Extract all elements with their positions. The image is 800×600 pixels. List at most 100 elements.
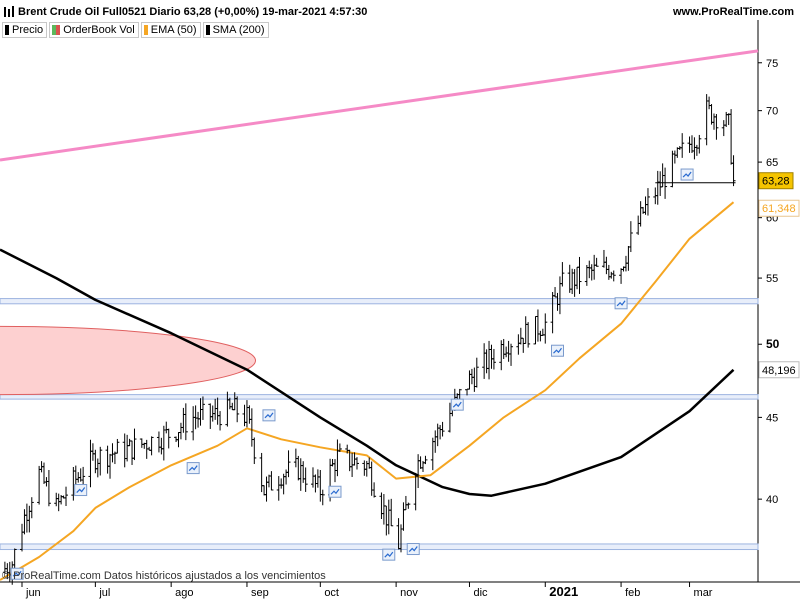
price-bar [191, 406, 196, 441]
price-bar [584, 264, 589, 286]
price-bar [262, 485, 267, 496]
price-bar [636, 215, 641, 235]
price-bar [729, 109, 734, 165]
price-bar [526, 322, 531, 348]
price-bar [132, 428, 137, 461]
pattern-marker-icon [74, 484, 88, 497]
legend-item-ema[interactable]: EMA (50) [140, 22, 201, 38]
price-bar [330, 459, 335, 467]
price-bar [320, 489, 325, 506]
price-bar [181, 407, 186, 433]
price-bar [90, 443, 95, 461]
footer-text: © ProRealTime.com Datos históricos ajust… [2, 570, 326, 582]
price-bar [29, 497, 34, 519]
header-bar: Brent Crude Oil Full0521 Diario 63,28 (+… [0, 0, 800, 22]
x-tick-label: feb [625, 587, 640, 599]
price-bar [416, 454, 421, 489]
legend-label: Precio [12, 24, 44, 36]
price-bar [110, 443, 115, 463]
last-price-label: 63,28 [762, 176, 790, 188]
legend-item-sma[interactable]: SMA (200) [202, 22, 269, 38]
sma-last-badge [758, 361, 800, 379]
price-bar [98, 446, 103, 476]
pattern-marker-icon [10, 567, 24, 580]
price-bar [509, 343, 514, 366]
price-bar [469, 368, 474, 385]
y-tick-label: 50 [766, 337, 780, 351]
price-bar [707, 96, 712, 110]
price-bar [161, 425, 166, 461]
price-bar [518, 327, 523, 345]
price-bar [577, 256, 582, 294]
price-bar [218, 411, 223, 431]
price-bar [655, 170, 660, 205]
price-bar [572, 269, 577, 297]
price-bar [88, 439, 93, 488]
price-bar [440, 421, 445, 437]
price-bar [147, 446, 152, 451]
price-bar [208, 403, 213, 429]
ema-last-badge [758, 199, 800, 217]
price-bar [643, 196, 648, 215]
price-bar [183, 403, 188, 441]
price-bar [230, 402, 235, 411]
price-bar [386, 499, 391, 535]
price-bar [501, 338, 506, 360]
y-tick-label: 75 [766, 58, 778, 70]
price-bar [704, 94, 709, 146]
x-tick-label: jun [25, 587, 41, 599]
price-bar [247, 405, 252, 424]
price-bar [557, 276, 562, 315]
price-bar [606, 264, 611, 280]
price-bar [401, 502, 406, 531]
website-link[interactable]: www.ProRealTime.com [672, 6, 794, 18]
pattern-marker-icon [614, 297, 628, 310]
price-bar [523, 316, 528, 344]
pattern-marker-icon [262, 409, 276, 422]
price-bar [389, 498, 394, 527]
legend-item-precio[interactable]: Precio [2, 22, 48, 38]
price-bar [575, 266, 580, 290]
price-bar [721, 120, 726, 137]
y-tick-label: 70 [766, 106, 778, 118]
price-bar [592, 254, 597, 280]
ema-last-label: 61,348 [762, 203, 796, 215]
price-bar [731, 155, 736, 187]
price-bar [130, 440, 135, 465]
price-bar [680, 133, 685, 158]
price-bar [196, 411, 201, 428]
price-bar [164, 421, 169, 434]
price-bar [37, 465, 42, 505]
price-bar [567, 264, 572, 293]
sma-200-line [0, 248, 735, 497]
price-bar [587, 260, 592, 279]
price-bar [430, 437, 435, 471]
price-bar [193, 405, 198, 430]
price-bar [379, 492, 384, 520]
price-bar [484, 349, 489, 374]
bar-chart-icon [4, 6, 14, 17]
price-bar [482, 343, 487, 379]
sma-last-label: 48,196 [762, 365, 796, 377]
price-bar [127, 438, 132, 447]
x-tick-label: jul [98, 587, 110, 599]
price-bar [645, 188, 650, 216]
price-bar [296, 455, 301, 481]
price-bar [369, 461, 374, 496]
price-bar [198, 398, 203, 426]
price-bar [609, 271, 614, 279]
price-bar [56, 493, 61, 512]
price-bar [279, 478, 284, 489]
price-bar [54, 492, 59, 507]
price-bar [266, 474, 271, 488]
legend-swatch [143, 25, 148, 35]
price-bar [284, 469, 289, 485]
price-bar [694, 144, 699, 156]
price-bar [64, 486, 69, 507]
price-bar [242, 404, 247, 427]
price-bar [506, 340, 511, 362]
pattern-marker-icon [550, 344, 564, 357]
price-bar [303, 467, 308, 492]
legend-item-orderbook[interactable]: OrderBook Vol [49, 22, 139, 38]
